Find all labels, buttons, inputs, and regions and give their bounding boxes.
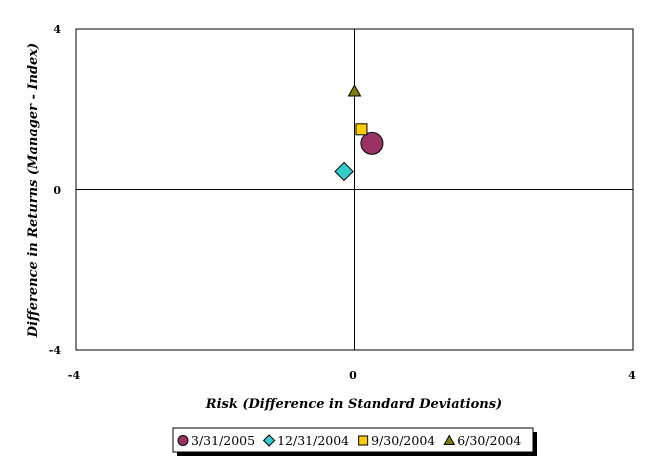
- legend-marker-9-30-2004: [358, 435, 369, 446]
- data-point-9-30-2004: [355, 123, 368, 136]
- legend-label-9-30-2004: 9/30/2004: [371, 433, 435, 448]
- y-axis-title: Difference in Returns (Manager - Index): [26, 43, 41, 338]
- data-point-3-31-2005: [360, 131, 384, 155]
- legend-label-3-31-2005: 3/31/2005: [191, 433, 255, 448]
- data-point-12-31-2004: [334, 161, 354, 182]
- legend-box: [172, 427, 534, 453]
- x-axis-title: Risk (Difference in Standard Deviations): [205, 397, 502, 412]
- legend-marker-12-31-2004: [262, 434, 276, 447]
- y-tick-label-top: 4: [53, 23, 61, 36]
- legend-marker-3-31-2005: [177, 435, 189, 446]
- legend-label-12-31-2004: 12/31/2004: [277, 433, 349, 448]
- data-markers: [334, 84, 384, 182]
- x-tick-label-mid: 0: [349, 369, 357, 382]
- legend-label-6-30-2004: 6/30/2004: [457, 433, 521, 448]
- x-tick-label-left: -4: [68, 369, 81, 382]
- legend-marker-6-30-2004: [443, 434, 456, 445]
- data-point-6-30-2004: [347, 84, 362, 97]
- legend: 3/31/2005 12/31/2004 9/30/2004 6/30/2004: [177, 433, 521, 448]
- x-tick-label-right: 4: [628, 369, 636, 382]
- y-tick-label-bottom: -4: [49, 344, 62, 357]
- y-tick-label-mid: 0: [53, 184, 61, 197]
